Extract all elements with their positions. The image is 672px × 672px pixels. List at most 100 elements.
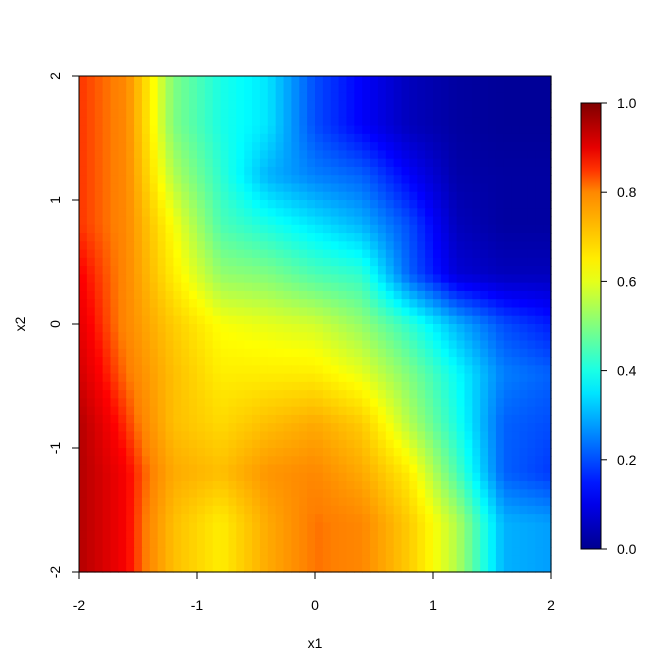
- heatmap-cell: [267, 109, 277, 118]
- heatmap-cell: [527, 125, 536, 135]
- heatmap-cell: [519, 332, 528, 342]
- heatmap-cell: [440, 282, 450, 292]
- heatmap-cell: [236, 299, 245, 309]
- heatmap-cell: [377, 406, 387, 416]
- heatmap-cell: [134, 357, 143, 366]
- heatmap-cell: [519, 158, 528, 168]
- heatmap-cell: [134, 522, 143, 532]
- heatmap-cell: [149, 332, 159, 342]
- heatmap-cell: [417, 340, 426, 350]
- heatmap-cell: [456, 142, 466, 151]
- heatmap-cell: [401, 340, 410, 350]
- heatmap-cell: [330, 530, 340, 540]
- heatmap-cell: [299, 373, 308, 383]
- heatmap-cell: [315, 431, 324, 441]
- heatmap-cell: [448, 365, 458, 375]
- heatmap-cell: [197, 150, 206, 160]
- heatmap-cell: [267, 84, 277, 94]
- heatmap-cell: [283, 100, 292, 110]
- heatmap-cell: [307, 125, 316, 135]
- heatmap-cell: [291, 547, 300, 557]
- heatmap-cell: [488, 158, 497, 168]
- heatmap-cell: [354, 150, 363, 160]
- heatmap-cell: [259, 538, 269, 548]
- heatmap-cell: [425, 158, 434, 168]
- heatmap-cell: [346, 332, 355, 342]
- heatmap-cell: [283, 489, 292, 499]
- heatmap-cell: [370, 530, 379, 540]
- heatmap-cell: [409, 456, 418, 466]
- heatmap-cell: [79, 472, 88, 482]
- heatmap-cell: [346, 423, 355, 433]
- heatmap-cell: [330, 125, 340, 135]
- heatmap-cell: [307, 332, 316, 342]
- heatmap-cell: [409, 200, 418, 209]
- heatmap-cell: [370, 381, 379, 391]
- heatmap-cell: [299, 216, 308, 226]
- heatmap-cell: [480, 530, 489, 540]
- heatmap-cell: [86, 530, 96, 540]
- heatmap-cell: [495, 448, 505, 457]
- heatmap-cell: [283, 514, 292, 523]
- heatmap-cell: [519, 133, 528, 143]
- heatmap-cell: [86, 200, 96, 209]
- heatmap-cell: [275, 290, 285, 300]
- heatmap-cell: [149, 439, 159, 449]
- heatmap-cell: [511, 200, 521, 209]
- heatmap-cell: [299, 514, 308, 523]
- heatmap-cell: [535, 282, 544, 292]
- heatmap-cell: [315, 381, 324, 391]
- heatmap-cell: [252, 555, 261, 565]
- heatmap-cell: [425, 142, 434, 151]
- heatmap-cell: [472, 290, 481, 300]
- heatmap-cell: [197, 555, 206, 565]
- heatmap-cell: [354, 439, 363, 449]
- heatmap-cell: [283, 522, 292, 532]
- heatmap-cell: [110, 448, 119, 457]
- heatmap-cell: [189, 448, 198, 457]
- heatmap-cell: [480, 249, 489, 259]
- heatmap-cell: [519, 274, 528, 284]
- heatmap-cell: [236, 340, 245, 350]
- heatmap-cell: [503, 538, 513, 548]
- heatmap-cell: [362, 158, 371, 168]
- heatmap-cell: [181, 390, 190, 399]
- heatmap-cell: [377, 166, 387, 176]
- heatmap-cell: [488, 142, 497, 151]
- heatmap-cell: [480, 76, 489, 85]
- heatmap-cell: [535, 241, 544, 251]
- heatmap-cell: [393, 357, 403, 366]
- heatmap-cell: [472, 191, 481, 201]
- heatmap-cell: [181, 191, 190, 201]
- heatmap-cell: [346, 439, 355, 449]
- heatmap-cell: [204, 191, 214, 201]
- heatmap-cell: [291, 332, 300, 342]
- heatmap-cell: [134, 175, 143, 185]
- heatmap-cell: [456, 84, 466, 94]
- heatmap-cell: [204, 406, 214, 416]
- heatmap-cell: [346, 406, 355, 416]
- heatmap-cell: [181, 514, 190, 523]
- heatmap-cell: [488, 464, 497, 474]
- heatmap-cell: [535, 414, 544, 424]
- heatmap-cell: [197, 233, 206, 242]
- heatmap-cell: [173, 390, 182, 399]
- heatmap-cell: [393, 414, 403, 424]
- heatmap-cell: [291, 158, 300, 168]
- heatmap-cell: [236, 555, 245, 565]
- heatmap-cell: [204, 249, 214, 259]
- heatmap-cell: [448, 158, 458, 168]
- heatmap-cell: [244, 233, 253, 242]
- heatmap-cell: [503, 547, 513, 557]
- heatmap-cell: [535, 439, 544, 449]
- heatmap-cell: [189, 274, 198, 284]
- heatmap-cell: [259, 365, 269, 375]
- heatmap-cell: [354, 414, 363, 424]
- heatmap-cell: [141, 158, 151, 168]
- heatmap-cell: [110, 431, 119, 441]
- heatmap-cell: [346, 505, 355, 515]
- heatmap-cell: [157, 563, 167, 573]
- heatmap-cell: [157, 472, 167, 482]
- heatmap-cell: [543, 117, 552, 127]
- heatmap-cell: [440, 332, 450, 342]
